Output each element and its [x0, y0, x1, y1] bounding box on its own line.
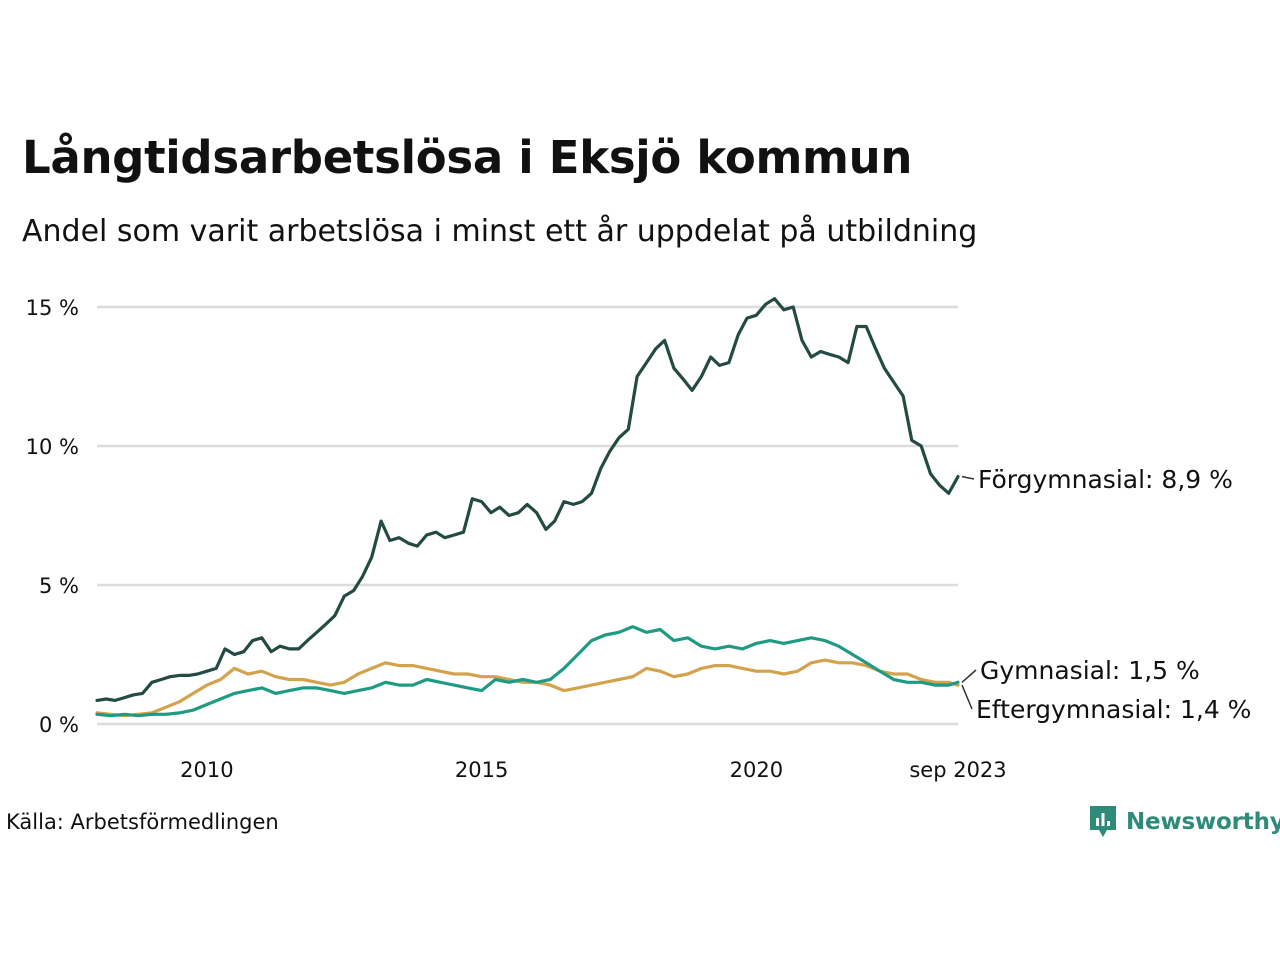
- x-tick-label: 2010: [180, 758, 233, 782]
- newsworthy-logo-icon: [1090, 806, 1116, 837]
- y-tick-label: 0 %: [39, 713, 79, 737]
- series-end-labels: Förgymnasial: 8,9 % Gymnasial: 1,5 % Efter…: [961, 465, 1251, 724]
- series-line-eftergymnasial: [95, 658, 960, 718]
- y-tick-label: 5 %: [39, 574, 79, 598]
- leader-line: [961, 475, 975, 480]
- y-axis-ticks: 0 % 5 % 10 % 15 %: [26, 296, 79, 737]
- y-tick-label: 15 %: [26, 296, 79, 320]
- brand-logo: Newsworthy: [1088, 804, 1280, 840]
- x-tick-label: 2015: [455, 758, 508, 782]
- y-tick-label: 10 %: [26, 435, 79, 459]
- series-end-label-gymnasial: Gymnasial: 1,5 %: [980, 656, 1200, 685]
- brand-name: Newsworthy: [1126, 809, 1280, 835]
- series-line-förgymnasial: [95, 297, 960, 702]
- series-line-gymnasial: [95, 625, 960, 718]
- chart-subtitle: Andel som varit arbetslösa i minst ett å…: [22, 214, 978, 249]
- chart-title: Långtidsarbetslösa i Eksjö kommun: [22, 131, 913, 184]
- leader-line: [961, 669, 977, 683]
- grid-lines: [97, 305, 958, 726]
- x-tick-label: 2020: [730, 758, 783, 782]
- source-note: Källa: Arbetsförmedlingen: [6, 810, 279, 834]
- series-end-label-förgymnasial: Förgymnasial: 8,9 %: [978, 465, 1233, 494]
- leader-line: [961, 684, 973, 710]
- series-lines: [95, 297, 960, 718]
- x-tick-label: sep 2023: [909, 758, 1006, 782]
- series-end-label-eftergymnasial: Eftergymnasial: 1,4 %: [976, 695, 1251, 724]
- x-axis-ticks: 2010 2015 2020 sep 2023: [180, 758, 1006, 782]
